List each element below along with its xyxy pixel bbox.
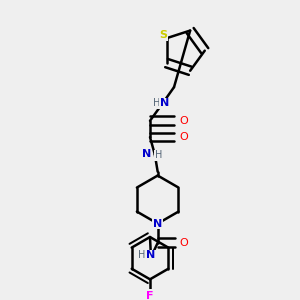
Text: O: O (179, 116, 188, 126)
Text: H: H (138, 250, 145, 260)
Text: O: O (179, 238, 188, 248)
Text: O: O (179, 132, 188, 142)
Text: F: F (146, 291, 154, 300)
Text: N: N (146, 250, 156, 260)
Text: H: H (153, 98, 160, 109)
Text: H: H (155, 150, 162, 161)
Text: N: N (142, 149, 152, 159)
Text: S: S (160, 30, 168, 40)
Text: N: N (160, 98, 169, 109)
Text: N: N (153, 219, 162, 229)
